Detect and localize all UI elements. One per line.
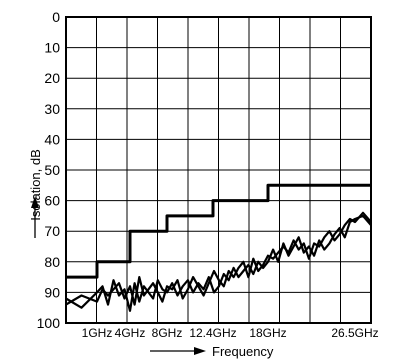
x-axis-label: Frequency bbox=[212, 344, 274, 359]
x-tick-label: 12.4GHz bbox=[189, 326, 236, 340]
y-tick-label: 70 bbox=[44, 223, 60, 239]
x-tick-label: 4GHz bbox=[115, 326, 146, 340]
grid bbox=[66, 17, 371, 323]
measured-isolation-line-2 bbox=[65, 211, 372, 306]
x-tick-label: 26.5GHz bbox=[331, 326, 378, 340]
y-axis-arrow bbox=[31, 196, 39, 238]
series-layer bbox=[65, 183, 372, 312]
x-tick-label: 1GHz bbox=[82, 326, 113, 340]
y-tick-label: 40 bbox=[44, 131, 60, 147]
x-axis-arrow bbox=[150, 347, 206, 355]
y-tick-label: 10 bbox=[44, 40, 60, 56]
y-tick-label: 20 bbox=[44, 70, 60, 86]
spec-limit-line bbox=[66, 183, 371, 279]
y-tick-label: 80 bbox=[44, 254, 60, 270]
y-tick-label: 100 bbox=[37, 315, 61, 331]
x-tick-label: 18GHz bbox=[249, 326, 286, 340]
y-tick-label: 50 bbox=[44, 162, 60, 178]
y-tick-label: 0 bbox=[52, 9, 60, 25]
y-tick-labels: 0 10 20 30 40 50 60 70 80 90 100 bbox=[37, 9, 61, 331]
plot-frame bbox=[65, 16, 372, 324]
y-tick-label: 90 bbox=[44, 284, 60, 300]
y-tick-label: 60 bbox=[44, 193, 60, 209]
x-tick-label: 8GHz bbox=[152, 326, 183, 340]
y-axis-label: Isolation, dB bbox=[28, 149, 43, 221]
y-tick-label: 30 bbox=[44, 101, 60, 117]
x-tick-labels: 1GHz 4GHz 8GHz 12.4GHz 18GHz 26.5GHz bbox=[82, 326, 379, 340]
